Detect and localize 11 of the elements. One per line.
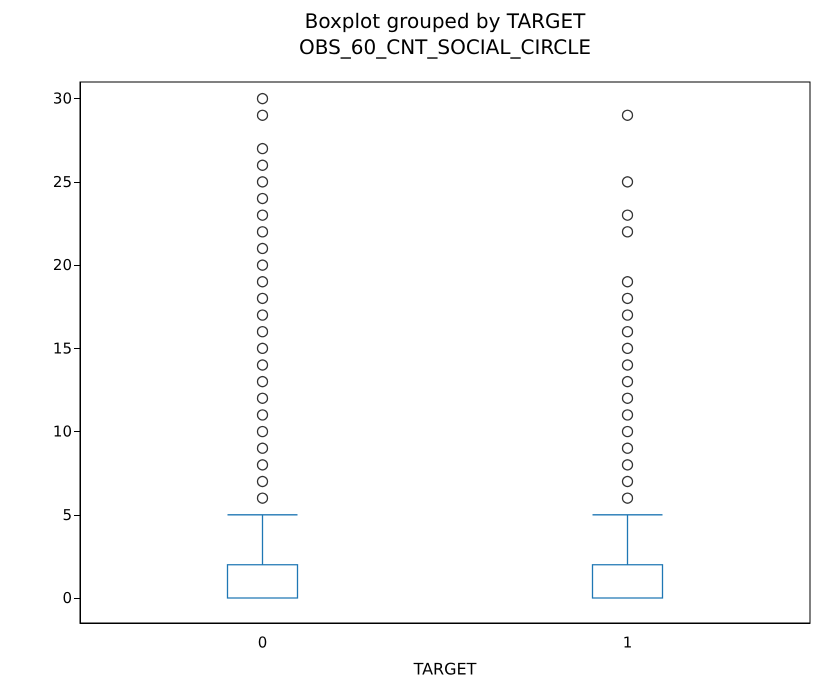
chart-subtitle: OBS_60_CNT_SOCIAL_CIRCLE <box>298 35 592 59</box>
x-axis-title: TARGET <box>412 660 477 678</box>
y-tick-label: 5 <box>62 506 72 524</box>
y-tick-label: 25 <box>52 172 72 191</box>
y-tick-label: 15 <box>52 339 72 358</box>
y-tick-label: 10 <box>52 422 72 441</box>
y-tick-label: 20 <box>52 256 72 274</box>
y-tick-label: 0 <box>62 589 72 608</box>
x-tick-label: 1 <box>622 634 632 652</box>
y-tick-label: 30 <box>52 90 72 108</box>
chart-title: Boxplot grouped by TARGET <box>304 9 586 33</box>
